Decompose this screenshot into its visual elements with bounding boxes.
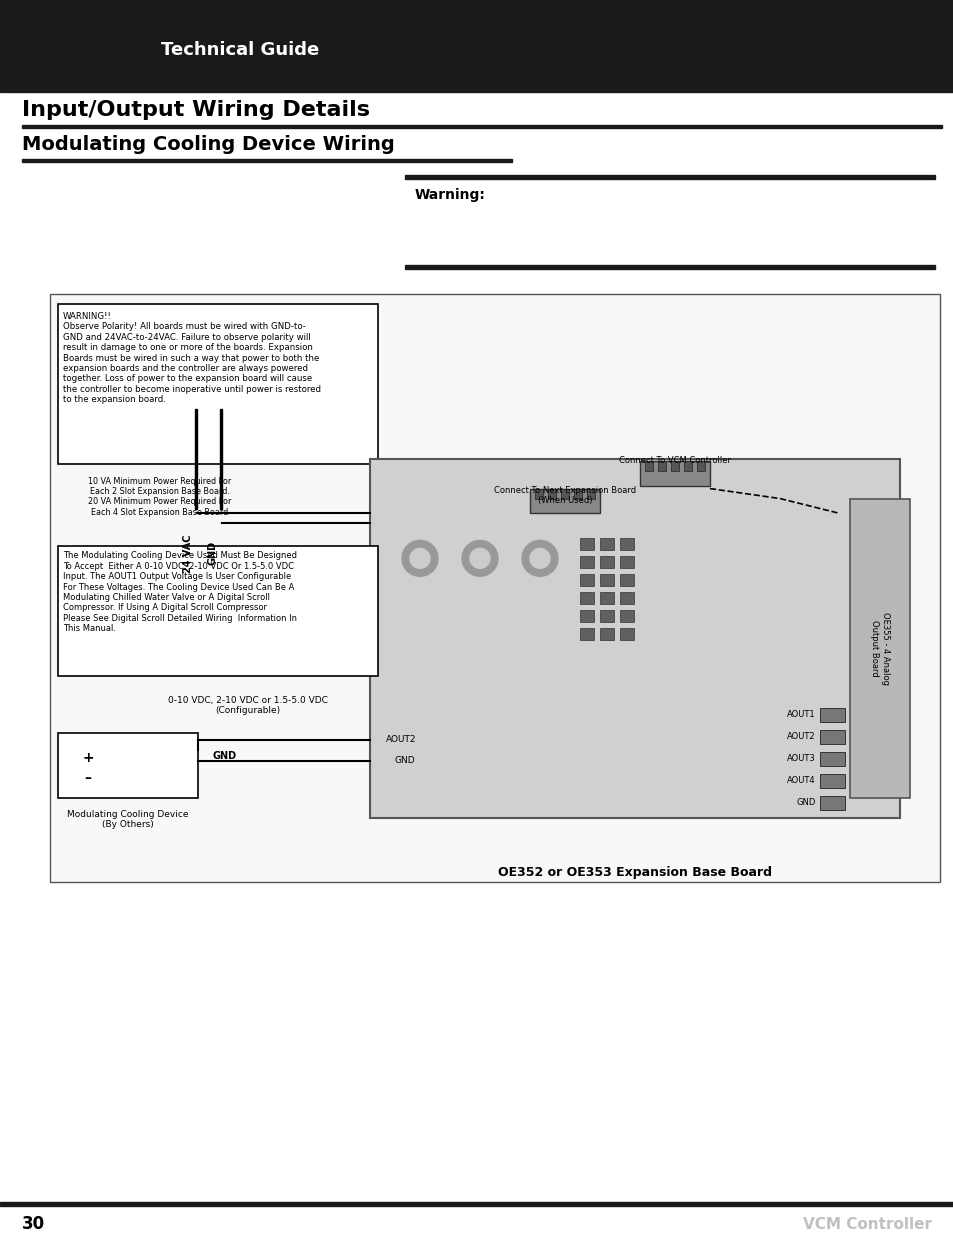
- Text: VCM Controller: VCM Controller: [802, 1216, 931, 1231]
- Bar: [0, 85, 953, 90]
- Bar: [619, 538, 634, 551]
- Bar: [547, 489, 556, 499]
- Bar: [0, 0, 953, 85]
- Bar: [579, 629, 594, 640]
- Bar: [405, 266, 934, 269]
- Bar: [0, 1203, 953, 1207]
- Bar: [579, 610, 594, 622]
- Text: WARNING!!
Observe Polarity! All boards must be wired with GND-to-
GND and 24VAC-: WARNING!! Observe Polarity! All boards m…: [63, 312, 320, 404]
- Bar: [58, 732, 198, 798]
- Bar: [644, 461, 652, 471]
- Bar: [0, 85, 953, 91]
- Text: AOUT4: AOUT4: [786, 777, 815, 785]
- Bar: [619, 610, 634, 622]
- Circle shape: [530, 548, 550, 568]
- Text: 10 VA Minimum Power Required For
Each 2 Slot Expansion Base Board.
20 VA Minimum: 10 VA Minimum Power Required For Each 2 …: [89, 477, 232, 516]
- Bar: [220, 409, 222, 509]
- Bar: [599, 574, 614, 587]
- Circle shape: [410, 548, 430, 568]
- Bar: [619, 574, 634, 587]
- Circle shape: [401, 541, 437, 577]
- Text: AOUT2: AOUT2: [786, 732, 815, 741]
- Bar: [58, 304, 377, 463]
- Bar: [820, 795, 844, 810]
- Bar: [639, 461, 709, 485]
- Bar: [22, 125, 941, 127]
- Text: GND: GND: [395, 756, 416, 766]
- Text: Modulating Cooling Device
(By Others): Modulating Cooling Device (By Others): [67, 810, 189, 829]
- Bar: [586, 489, 595, 499]
- Text: Modulating Cooling Device Wiring: Modulating Cooling Device Wiring: [22, 135, 395, 154]
- Circle shape: [461, 541, 497, 577]
- Bar: [579, 538, 594, 551]
- Bar: [535, 489, 542, 499]
- Bar: [820, 730, 844, 743]
- Bar: [683, 461, 691, 471]
- Text: AOUT1: AOUT1: [786, 710, 815, 720]
- Bar: [599, 557, 614, 568]
- Bar: [619, 593, 634, 604]
- Bar: [574, 489, 581, 499]
- Text: GND: GND: [213, 751, 236, 761]
- Bar: [670, 461, 679, 471]
- Text: –: –: [85, 771, 91, 784]
- Bar: [194, 409, 196, 509]
- Bar: [599, 629, 614, 640]
- Text: 0-10 VDC, 2-10 VDC or 1.5-5.0 VDC
(Configurable): 0-10 VDC, 2-10 VDC or 1.5-5.0 VDC (Confi…: [168, 697, 328, 715]
- Text: AOUT2: AOUT2: [386, 735, 416, 745]
- Text: Warning:: Warning:: [415, 189, 485, 203]
- Text: The Modulating Cooling Device Used Must Be Designed
To Accept  Either A 0-10 VDC: The Modulating Cooling Device Used Must …: [63, 551, 296, 634]
- Bar: [619, 629, 634, 640]
- Text: Technical Guide: Technical Guide: [161, 41, 319, 59]
- Bar: [579, 574, 594, 587]
- Bar: [697, 461, 704, 471]
- Text: AOUT3: AOUT3: [786, 755, 815, 763]
- Text: Connect To VCM Controller: Connect To VCM Controller: [618, 456, 730, 464]
- Text: 24 VAC: 24 VAC: [183, 534, 193, 573]
- Bar: [58, 546, 377, 676]
- Circle shape: [521, 541, 558, 577]
- Bar: [530, 489, 599, 514]
- Bar: [599, 593, 614, 604]
- Text: OE355 - 4 Analog
Output Board: OE355 - 4 Analog Output Board: [869, 611, 889, 684]
- Text: 30: 30: [22, 1215, 45, 1234]
- Text: Input/Output Wiring Details: Input/Output Wiring Details: [22, 100, 370, 120]
- Text: GND: GND: [208, 541, 218, 566]
- Bar: [820, 774, 844, 788]
- Bar: [849, 499, 909, 798]
- Bar: [579, 557, 594, 568]
- Text: GND: GND: [796, 798, 815, 808]
- Bar: [50, 294, 939, 883]
- Bar: [560, 489, 568, 499]
- Bar: [579, 593, 594, 604]
- Bar: [599, 538, 614, 551]
- Bar: [599, 610, 614, 622]
- Bar: [820, 708, 844, 722]
- Bar: [405, 175, 934, 179]
- Bar: [370, 458, 899, 818]
- Bar: [820, 752, 844, 766]
- Circle shape: [470, 548, 490, 568]
- Text: Connect To Next Expansion Board
(When Used): Connect To Next Expansion Board (When Us…: [494, 485, 636, 505]
- Bar: [22, 158, 512, 162]
- Bar: [658, 461, 665, 471]
- Text: +: +: [82, 751, 93, 764]
- Bar: [619, 557, 634, 568]
- Text: OE352 or OE353 Expansion Base Board: OE352 or OE353 Expansion Base Board: [497, 866, 771, 879]
